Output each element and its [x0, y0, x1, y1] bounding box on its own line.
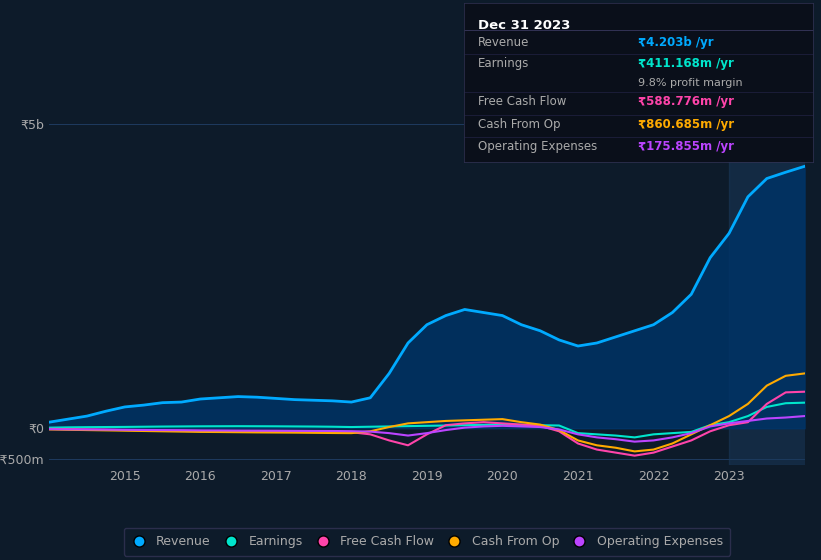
Text: ₹588.776m /yr: ₹588.776m /yr [639, 95, 734, 109]
Text: ₹860.685m /yr: ₹860.685m /yr [639, 118, 735, 130]
Text: Revenue: Revenue [478, 36, 530, 49]
Text: Operating Expenses: Operating Expenses [478, 140, 597, 153]
Text: Earnings: Earnings [478, 57, 530, 70]
Text: ₹175.855m /yr: ₹175.855m /yr [639, 140, 734, 153]
Text: ₹411.168m /yr: ₹411.168m /yr [639, 57, 734, 70]
Text: Dec 31 2023: Dec 31 2023 [478, 18, 571, 32]
Text: Free Cash Flow: Free Cash Flow [478, 95, 566, 109]
Legend: Revenue, Earnings, Free Cash Flow, Cash From Op, Operating Expenses: Revenue, Earnings, Free Cash Flow, Cash … [124, 528, 730, 556]
Text: Cash From Op: Cash From Op [478, 118, 560, 130]
Bar [729, 118, 812, 465]
Text: ₹4.203b /yr: ₹4.203b /yr [639, 36, 714, 49]
Text: 9.8% profit margin: 9.8% profit margin [639, 78, 743, 88]
